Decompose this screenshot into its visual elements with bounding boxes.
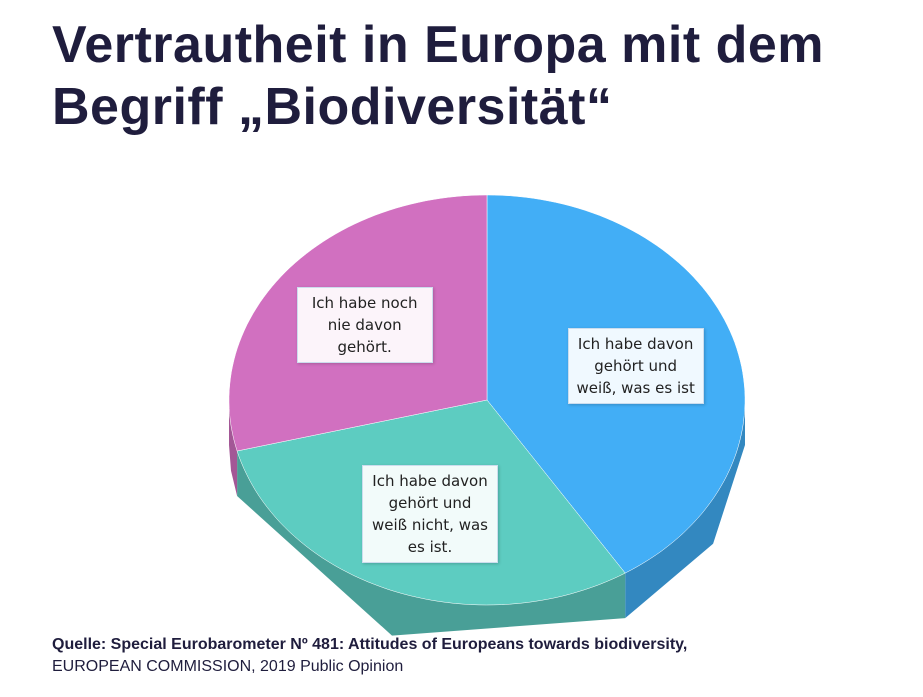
source-detail: EUROPEAN COMMISSION, 2019 Public Opinion	[52, 658, 404, 675]
data-label: Ich habe davon gehört und weiß, was es i…	[567, 327, 704, 404]
slice-side	[229, 400, 238, 496]
chart-title: Vertrautheit in Europa mit dem Begriff „…	[52, 16, 825, 136]
slice-side	[237, 451, 626, 636]
slice-side	[625, 400, 745, 619]
source: Quelle: Special Eurobarometer Nº 481: At…	[52, 636, 688, 653]
data-label: Ich habe noch nie davon gehört.	[296, 286, 433, 363]
data-label: Ich habe davon gehört und weiß nicht, wa…	[362, 465, 498, 564]
